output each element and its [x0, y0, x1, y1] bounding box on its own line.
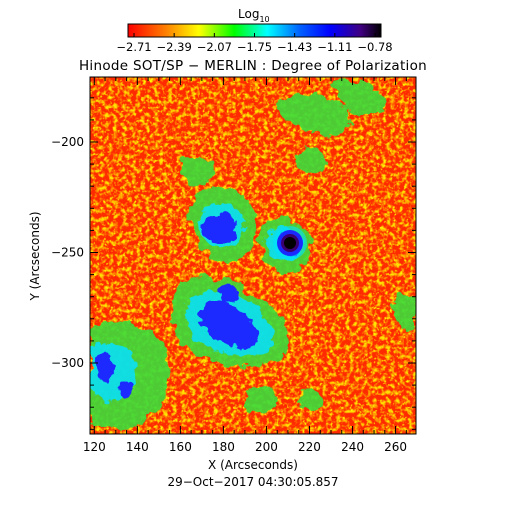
x-tick-label: 220 — [298, 440, 321, 454]
x-tick-label: 240 — [341, 440, 364, 454]
y-tick-label: −200 — [51, 135, 84, 149]
x-tick-label: 120 — [83, 440, 106, 454]
x-axis-label: X (Arcseconds) — [208, 458, 298, 472]
colorbar: Log10 −2.71 −2.39 −2.07 −1.75 −1.43 −1.11 −0.7… — [116, 7, 392, 54]
colorbar-tick-label: −1.75 — [237, 40, 272, 54]
x-tick-label: 160 — [169, 440, 192, 454]
x-tick-label: 180 — [212, 440, 235, 454]
y-tick-label: −250 — [51, 246, 84, 260]
colorbar-tick-label: −1.43 — [277, 40, 312, 54]
y-axis-label: Y (Arcseconds) — [28, 211, 42, 301]
x-tick-label: 140 — [126, 440, 149, 454]
colorbar-tick-label: −2.07 — [197, 40, 232, 54]
x-axis: 120 140 160 180 200 220 240 260 — [83, 77, 407, 454]
colorbar-ticks: −2.71 −2.39 −2.07 −1.75 −1.43 −1.11 −0.78 — [116, 33, 393, 54]
plot-frame — [89, 76, 417, 435]
x-tick-label: 260 — [384, 440, 407, 454]
y-axis: −200 −250 −300 — [51, 97, 416, 430]
x-tick-label: 200 — [255, 440, 278, 454]
sunspot — [273, 226, 307, 260]
colorbar-title: Log10 — [238, 7, 270, 24]
colorbar-tick-label: −2.39 — [157, 40, 192, 54]
chart-title: Hinode SOT/SP − MERLIN : Degree of Polar… — [79, 58, 427, 74]
colorbar-tick-label: −0.78 — [357, 40, 392, 54]
colorbar-tick-label: −2.71 — [116, 40, 151, 54]
colorbar-tick-label: −1.11 — [317, 40, 352, 54]
timestamp: 29−Oct−2017 04:30:05.857 — [167, 475, 338, 489]
y-tick-label: −300 — [51, 356, 84, 370]
polarization-map — [90, 77, 416, 434]
